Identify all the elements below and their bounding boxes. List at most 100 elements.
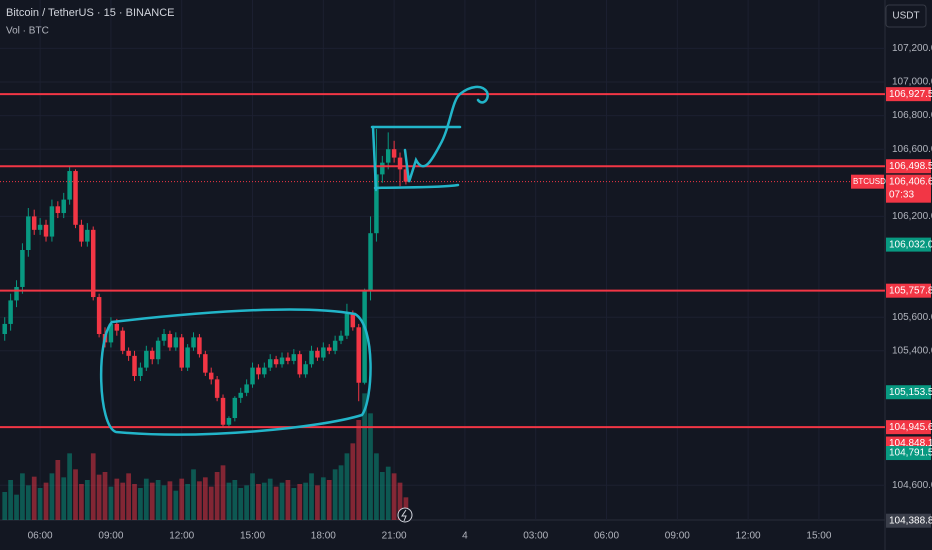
candle-body	[85, 229, 90, 242]
candle-body	[262, 367, 267, 375]
volume-bar	[220, 465, 226, 520]
candle-body	[267, 359, 273, 368]
candle-body	[338, 335, 344, 341]
volume-bar	[397, 482, 403, 520]
candle-body	[208, 372, 214, 380]
candle-body	[61, 199, 66, 214]
candle-body	[43, 224, 49, 237]
current-price: 106,406.69	[889, 176, 932, 187]
volume-bar	[55, 460, 61, 520]
labels: 06:00 09:00 12:00 15:00 18:00 21:00 4 03:00 06:0…	[28, 43, 932, 542]
volume-bar	[214, 472, 220, 520]
x-tick-label: 12:00	[169, 531, 194, 542]
volume-bar	[379, 472, 385, 520]
candle-body	[191, 337, 196, 348]
volume-bar	[67, 453, 72, 520]
symbol-badge: BTCUSDT	[853, 177, 891, 186]
candle-body	[309, 350, 314, 365]
range-box	[99, 308, 372, 436]
x-tick-label: 09:00	[98, 531, 123, 542]
candle-body	[155, 340, 161, 360]
candle-body	[149, 350, 155, 360]
volume-bar	[102, 472, 108, 520]
candle-body	[20, 250, 25, 287]
candle-body	[226, 418, 232, 425]
volume-bar	[37, 488, 43, 520]
volume-bar	[161, 485, 167, 520]
annotations	[99, 85, 489, 436]
candle-body	[332, 340, 338, 351]
x-tick-label: 15:00	[806, 531, 831, 542]
volume-bar	[250, 473, 255, 520]
x-tick-label: 09:00	[665, 531, 690, 542]
price-line-label-bg	[886, 159, 931, 174]
candle-body	[256, 367, 261, 375]
price-line-label: 105,757.89	[889, 285, 932, 296]
volume-bar	[14, 494, 19, 520]
candle-body	[380, 162, 385, 175]
candle-body	[315, 350, 320, 358]
candle-body	[49, 206, 55, 237]
candle-body	[238, 392, 243, 398]
candle-body	[120, 330, 125, 351]
y-tick-label: 106,200.00	[892, 211, 932, 222]
bolt	[401, 509, 407, 522]
volume-bar	[226, 482, 232, 520]
scale-badge-bg	[886, 385, 931, 400]
x-tick-label: 4	[462, 531, 468, 542]
replay-icon[interactable]	[397, 507, 413, 523]
candle-body	[179, 337, 184, 368]
candle-body	[385, 149, 391, 163]
volume-bar	[208, 486, 214, 520]
volume-bar	[114, 478, 120, 520]
scale-badge: 104,791.51	[889, 448, 932, 459]
current-badge-bg	[886, 174, 931, 203]
candle-body	[26, 216, 31, 251]
volume-bar	[309, 473, 314, 520]
volume-bar	[191, 469, 196, 520]
y-tick-label: 106,800.00	[892, 110, 932, 121]
volume-bar	[126, 473, 131, 520]
volume-bar	[350, 443, 356, 520]
candle-body	[161, 334, 167, 341]
volume-bar	[79, 484, 84, 520]
candle-body	[344, 313, 350, 336]
scale-badge-bg	[886, 513, 931, 528]
volume-bar	[315, 485, 320, 520]
candle-body	[114, 323, 120, 331]
x-tick-label: 06:00	[28, 531, 53, 542]
volume-bar	[155, 480, 161, 520]
currency-text: USDT	[892, 11, 919, 22]
x-tick-label: 03:00	[523, 531, 548, 542]
volume-bar	[202, 477, 208, 520]
volume-bar	[244, 485, 249, 520]
candle-body	[126, 350, 131, 356]
volume-label: Vol · BTC	[6, 26, 49, 37]
volume-bar	[8, 480, 13, 520]
volume-bar	[291, 488, 297, 520]
marks	[0, 93, 885, 520]
candle-body	[167, 334, 173, 348]
x-tick-label: 21:00	[382, 531, 407, 542]
scale-badge: 105,153.52	[889, 387, 932, 398]
candle-body	[321, 347, 326, 358]
currency-button[interactable]	[885, 4, 927, 28]
candle-body	[144, 350, 149, 368]
candle-body	[79, 224, 84, 242]
y-tick-label: 107,200.00	[892, 43, 932, 54]
volume-bar	[232, 480, 238, 520]
candle-body	[132, 355, 137, 377]
volume-bar	[120, 482, 126, 520]
x-tick-label: 18:00	[311, 531, 336, 542]
candle-body	[403, 169, 409, 182]
candle-body	[67, 171, 72, 200]
volume-bar	[256, 484, 261, 520]
price-line-label-bg	[886, 420, 931, 435]
volume-bar	[374, 453, 379, 520]
y-tick-label: 105,600.00	[892, 312, 932, 323]
candle-body	[37, 224, 43, 230]
symbol-title: Bitcoin / TetherUS · 15 · BINANCE	[6, 7, 175, 19]
volume-bar	[261, 482, 267, 520]
